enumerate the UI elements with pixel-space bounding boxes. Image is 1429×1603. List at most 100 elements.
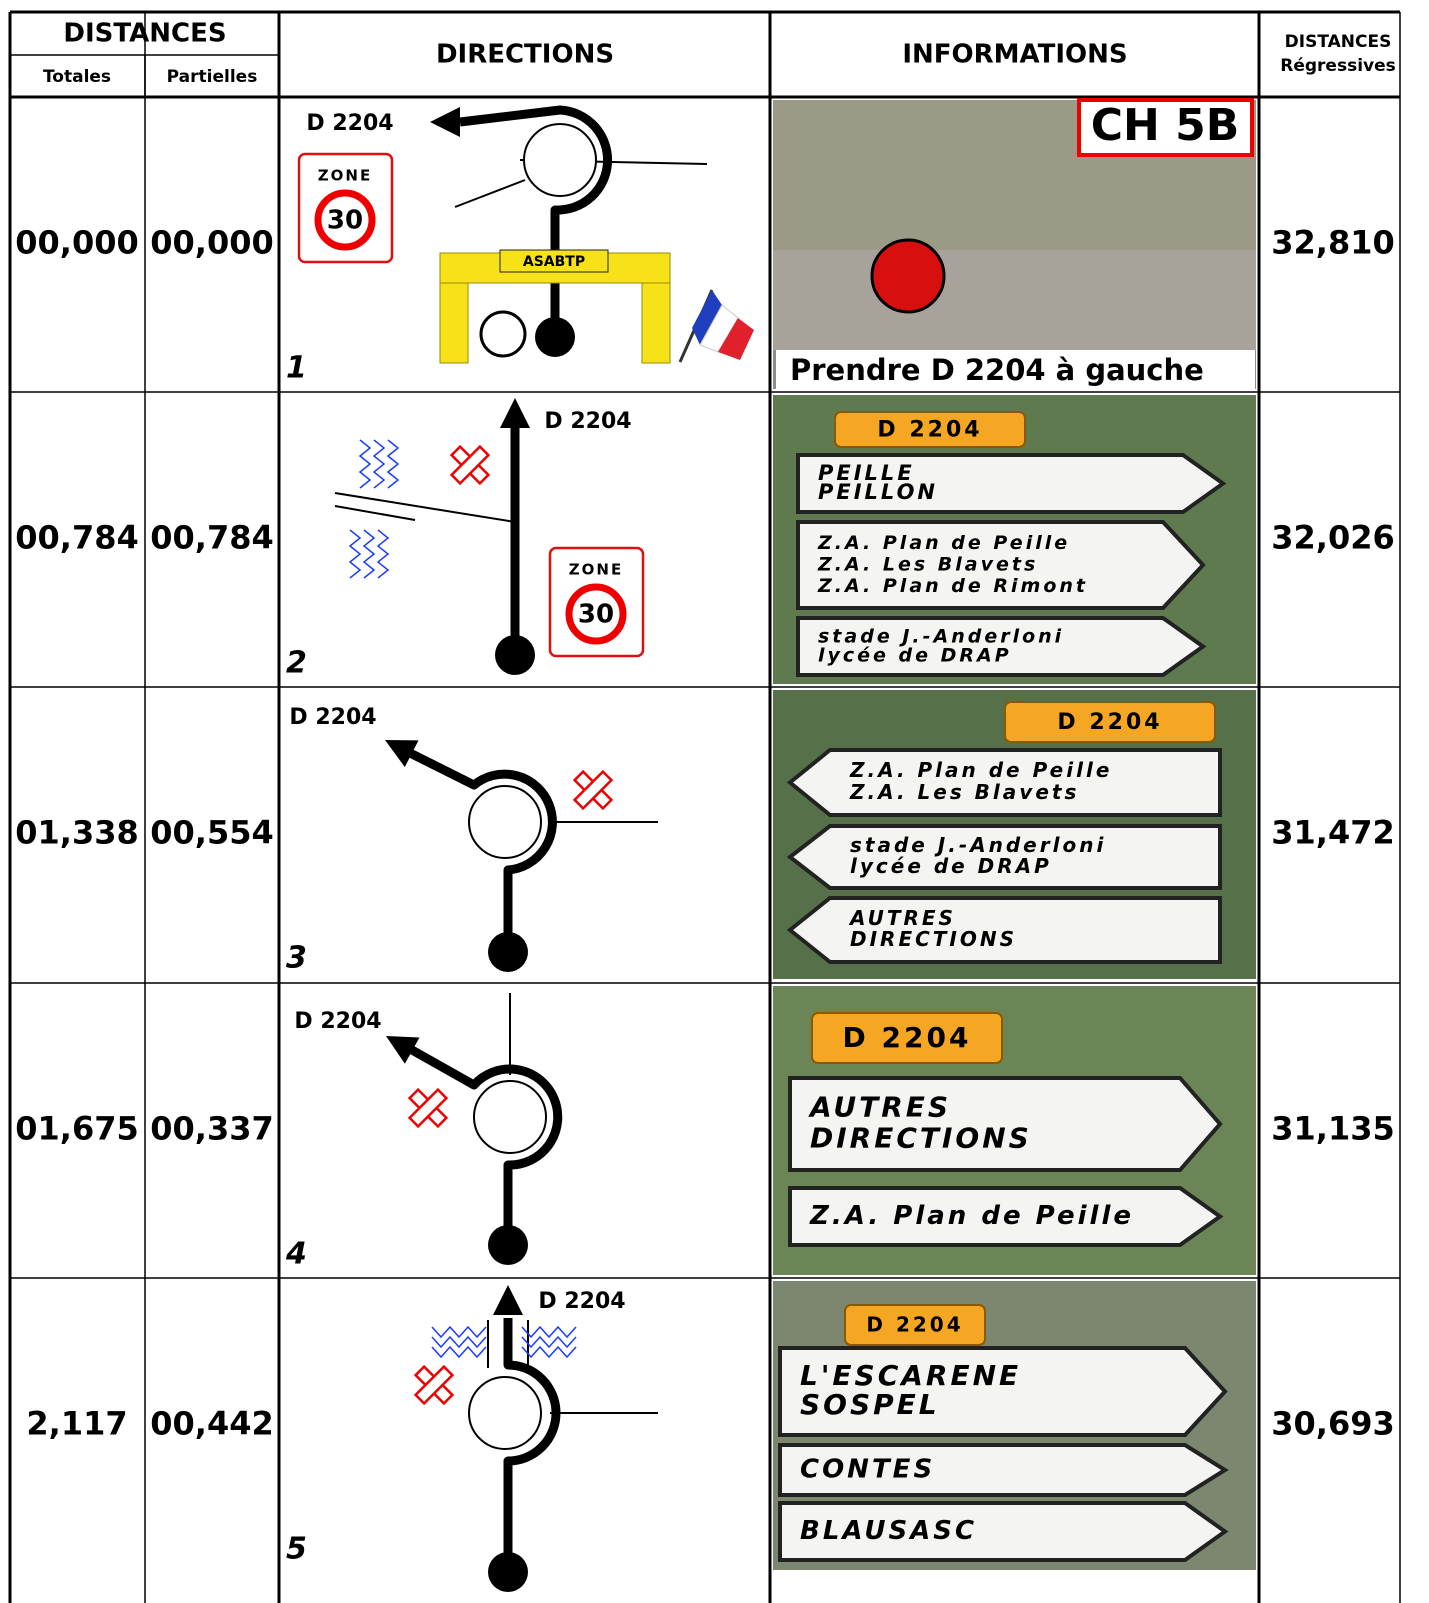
road-number-sign xyxy=(844,1304,986,1346)
checkpoint-code: CH 5B xyxy=(1091,100,1240,151)
danger-cross xyxy=(449,444,491,486)
water-waves xyxy=(348,529,362,579)
panel-text: Z.A. Les Blavets xyxy=(817,554,1038,576)
panel-text: BLAUSASC xyxy=(800,1516,977,1546)
panel-text: Z.A. Plan de Rimont xyxy=(817,575,1088,597)
label: Totales xyxy=(43,67,111,87)
direction-panel xyxy=(796,520,1206,610)
panel-text: stade J.-Anderloni xyxy=(850,833,1106,857)
direction-panel xyxy=(786,748,1222,817)
speed-ring xyxy=(314,189,376,251)
arch-banner xyxy=(499,249,609,273)
start-dot xyxy=(495,635,535,675)
arrow-head xyxy=(493,1285,523,1315)
start-dot xyxy=(488,1225,528,1265)
direction-panel xyxy=(788,1186,1224,1247)
danger-cross xyxy=(572,769,614,811)
side-road xyxy=(334,505,416,521)
distance-totale: 2,117 xyxy=(26,1405,127,1443)
code-box xyxy=(1077,98,1254,157)
distance-partielle: 00,784 xyxy=(150,519,273,557)
direction-panel xyxy=(778,1501,1229,1562)
distance-totale: 00,784 xyxy=(15,519,138,557)
arrow-head xyxy=(430,107,460,137)
panel-text: lycée de DRAP xyxy=(850,854,1052,878)
zone-text: ZONE xyxy=(569,561,623,579)
label: Partielles xyxy=(167,67,258,87)
roundabout xyxy=(523,123,597,197)
water-waves xyxy=(521,1325,577,1339)
step-number: 2 xyxy=(286,646,307,681)
label: INFORMATIONS xyxy=(902,40,1127,70)
panel-text: AUTRES xyxy=(808,1091,951,1124)
panel-text: L'ESCARENE xyxy=(800,1359,1021,1392)
side-road xyxy=(454,179,526,208)
panel-text: AUTRES xyxy=(848,906,956,930)
water-waves xyxy=(431,1335,487,1349)
panel-text: Z.A. Plan de Peille xyxy=(809,1201,1134,1231)
water-waves xyxy=(362,529,376,579)
distance-partielle: 00,000 xyxy=(150,224,273,262)
start-dot xyxy=(488,932,528,972)
arch-text: ASABTP xyxy=(523,254,585,270)
info-caption: Prendre D 2204 à gauche xyxy=(790,353,1204,387)
road-number-sign xyxy=(834,411,1026,448)
road-label: D 2204 xyxy=(306,111,393,136)
distance-regressive: 31,472 xyxy=(1271,814,1394,852)
step-number: 3 xyxy=(286,941,307,976)
water-waves xyxy=(521,1345,577,1359)
panel-text: Z.A. Plan de Peille xyxy=(817,532,1070,554)
distance-regressive: 32,026 xyxy=(1271,519,1394,557)
route xyxy=(503,1318,561,1572)
water-waves xyxy=(372,439,386,489)
route xyxy=(405,747,557,952)
water-waves xyxy=(431,1325,487,1339)
zone-text: ZONE xyxy=(318,167,372,185)
step-number: 1 xyxy=(286,351,307,386)
road-number-sign xyxy=(811,1012,1003,1064)
road-label: D 2204 xyxy=(289,705,376,730)
distance-totale: 01,338 xyxy=(15,814,138,852)
photo-ground xyxy=(773,250,1256,350)
road-number: D 2204 xyxy=(843,1021,972,1054)
speed-limit: 30 xyxy=(327,206,363,236)
roundabout xyxy=(468,785,542,859)
route xyxy=(459,105,613,330)
label: DISTANCES xyxy=(63,19,226,49)
arrow-head xyxy=(500,398,530,428)
road-label: D 2204 xyxy=(294,1009,381,1034)
water-waves xyxy=(521,1335,577,1349)
water-waves xyxy=(386,439,400,489)
panel-text: DIRECTIONS xyxy=(810,1121,1032,1154)
panel-text: DIRECTIONS xyxy=(850,927,1017,951)
speed-ring xyxy=(565,583,627,645)
road-label: D 2204 xyxy=(538,1289,625,1314)
step-number: 4 xyxy=(285,1237,307,1272)
water-waves xyxy=(358,439,372,489)
label: Régressives xyxy=(1280,56,1396,76)
direction-panel xyxy=(786,824,1222,890)
arrow-head xyxy=(386,1036,420,1064)
distance-partielle: 00,337 xyxy=(150,1110,273,1148)
panel-text: CONTES xyxy=(800,1455,935,1485)
distance-regressive: 31,135 xyxy=(1271,1110,1394,1148)
panel-text: Z.A. Les Blavets xyxy=(849,780,1079,804)
road-number: D 2204 xyxy=(866,1313,963,1337)
panel-text: SOSPEL xyxy=(800,1388,940,1421)
danger-cross xyxy=(413,1364,455,1406)
direction-panel xyxy=(796,616,1207,677)
start-arch xyxy=(439,282,469,364)
distance-regressive: 30,693 xyxy=(1271,1405,1394,1443)
danger-cross xyxy=(407,1087,449,1129)
direction-panel xyxy=(788,1076,1223,1172)
direction-panel xyxy=(786,896,1222,964)
roundabout xyxy=(473,1080,547,1154)
route xyxy=(409,1046,563,1245)
road-number-sign xyxy=(1004,701,1216,743)
panel-text: PEILLON xyxy=(818,480,938,504)
panel-text: stade J.-Anderloni xyxy=(818,626,1064,648)
panel-text: lycée de DRAP xyxy=(818,645,1012,667)
distance-totale: 00,000 xyxy=(15,224,138,262)
road-label: D 2204 xyxy=(544,409,631,434)
